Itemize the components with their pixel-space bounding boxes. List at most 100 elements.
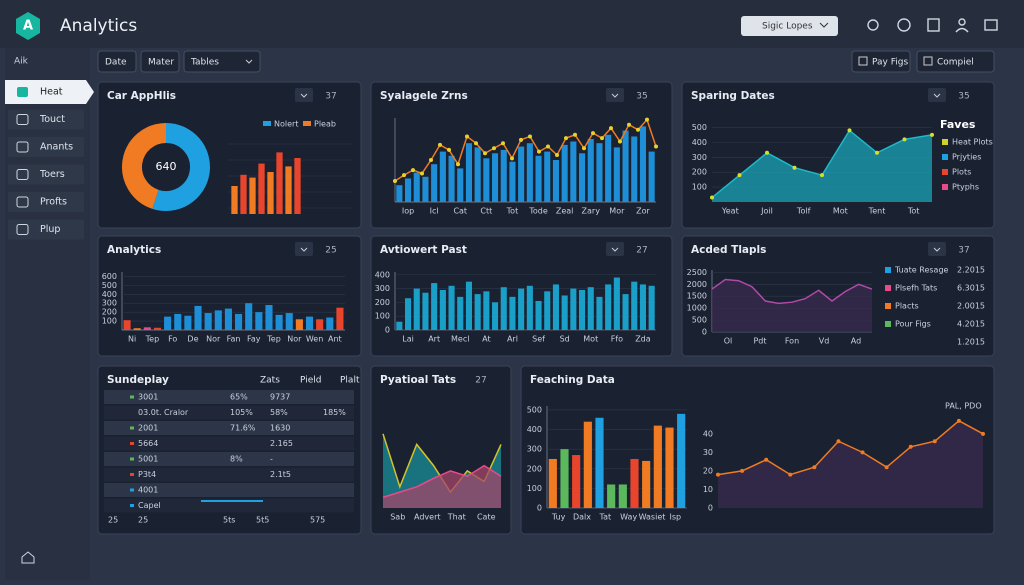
panel-title: Syalagele Zrns (380, 90, 468, 102)
bar (413, 172, 420, 202)
bar (552, 160, 559, 202)
toolbar-button[interactable] (183, 50, 261, 73)
point (447, 147, 451, 152)
nav-icon (16, 169, 29, 180)
point (546, 144, 550, 149)
dropdown[interactable] (295, 242, 313, 256)
panel-title: Pyatioal Tats (380, 374, 456, 386)
y-tick-label: 600 (102, 272, 117, 281)
bar (648, 285, 655, 330)
table-cell: 4001 (138, 486, 158, 495)
nav-icon (16, 114, 29, 125)
legend-swatch (885, 321, 891, 327)
panel-title: Analytics (107, 244, 161, 256)
bar (265, 305, 273, 330)
bar (194, 305, 202, 330)
x-tick-label: Ctt (480, 207, 492, 216)
y-tick-label: 0 (708, 504, 713, 513)
x-tick-label: Zor (636, 207, 650, 216)
y-tick-label: 0 (702, 328, 707, 337)
table-cell: 58% (270, 408, 288, 417)
y-tick-label: 300 (692, 153, 707, 162)
line (394, 118, 657, 182)
bar (526, 285, 533, 330)
annotation: PAL, PDO (945, 402, 982, 411)
table-cell: 3001 (138, 393, 158, 402)
point (812, 465, 817, 470)
x-tick-label: Tep (266, 335, 281, 344)
y-tick-label: 200 (375, 298, 390, 307)
dropdown[interactable] (606, 88, 624, 102)
bar (596, 143, 603, 202)
row-marker (130, 504, 134, 507)
bar (474, 147, 481, 202)
x-tick-label: Advert (414, 513, 441, 522)
x-tick-label: Ni (128, 335, 136, 344)
x-tick-label: Dalx (573, 513, 591, 522)
bar (267, 172, 274, 214)
toolbar-button[interactable] (851, 50, 911, 73)
legend-swatch (885, 267, 891, 273)
legend-cell: Placts (895, 302, 919, 311)
bar (133, 328, 141, 330)
top-bar (0, 0, 1024, 48)
top-icons (867, 18, 998, 33)
point (465, 134, 469, 139)
nav-label[interactable]: Plup (40, 224, 60, 235)
bar (587, 287, 594, 330)
chevron (819, 22, 829, 28)
x-tick-label: Ad (851, 337, 861, 346)
bar (561, 144, 568, 202)
table-footer: 25 (138, 516, 148, 525)
bar (596, 296, 603, 330)
home-icon (21, 551, 35, 564)
table-row (104, 452, 354, 466)
point (875, 150, 879, 155)
nav-label[interactable]: Touct (39, 114, 65, 125)
y-tick-label: 300 (375, 284, 390, 293)
nav-label[interactable]: Heat (40, 87, 63, 98)
dropdown[interactable] (295, 88, 313, 102)
panel-badge: 27 (475, 376, 486, 386)
column-header: Zats (260, 376, 280, 386)
x-tick-label: Nor (206, 335, 221, 344)
y-tick-label: 300 (102, 299, 117, 308)
y-tick-label: 40 (703, 429, 713, 438)
point (836, 439, 841, 444)
x-tick-label: Tat (599, 513, 612, 522)
panel-badge: 25 (325, 246, 336, 256)
bar (561, 295, 568, 330)
toolbar-button[interactable] (916, 50, 995, 73)
legend-swatch (942, 184, 948, 190)
search-text: Sigic Lopes (762, 22, 813, 32)
x-tick-label: Cate (477, 513, 496, 522)
dropdown[interactable] (606, 242, 624, 256)
toolbar-button[interactable] (140, 50, 180, 73)
y-tick-label: 20 (703, 466, 713, 475)
point (654, 144, 658, 149)
table-row (104, 405, 354, 420)
nav-icon (17, 87, 28, 97)
dropdown[interactable] (928, 88, 946, 102)
y-tick-label: 100 (527, 484, 542, 493)
table-cell: 5664 (138, 439, 158, 448)
search-box[interactable] (741, 16, 838, 36)
chevron (611, 247, 619, 252)
toolbar-button[interactable] (97, 50, 137, 73)
y-tick-label: 10 (703, 485, 713, 494)
y-tick-label: 400 (102, 290, 117, 299)
nav-label[interactable]: Anants (40, 142, 73, 153)
point (902, 137, 907, 142)
y-tick-label: 2500 (687, 268, 707, 277)
point (737, 173, 742, 178)
table-cell: P3t4 (138, 470, 156, 479)
nav-label[interactable]: Profts (40, 197, 67, 208)
bar (295, 319, 303, 330)
bar (665, 427, 674, 508)
x-tick-label: Mecl (451, 335, 469, 344)
legend-label: Plots (952, 168, 971, 177)
dropdown[interactable] (928, 242, 946, 256)
nav-label[interactable]: Toers (39, 169, 65, 180)
point (908, 444, 913, 449)
donut-slice (152, 123, 210, 211)
